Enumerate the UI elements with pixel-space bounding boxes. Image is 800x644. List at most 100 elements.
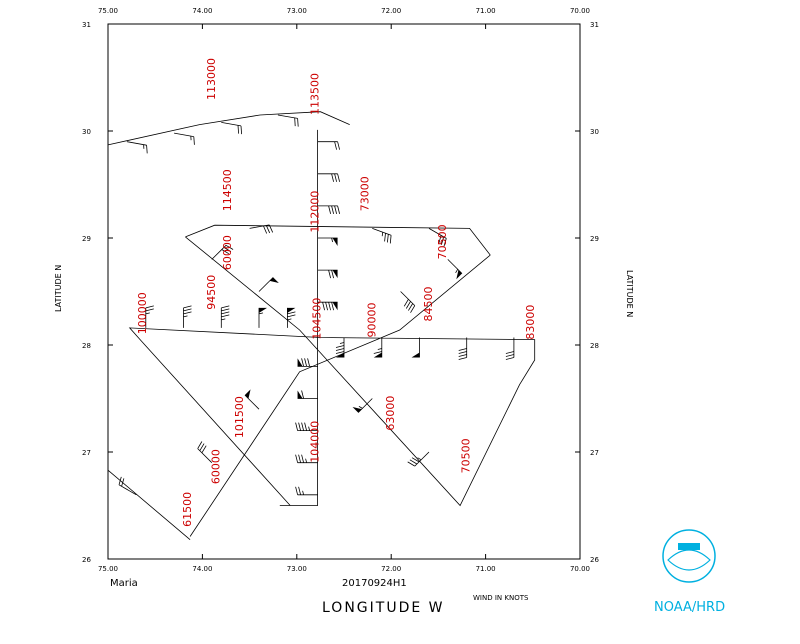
y-tick-label: 29 (82, 235, 91, 243)
x-tick-label: 70.00 (570, 7, 590, 15)
barb-staff (317, 237, 338, 243)
wind-barb (317, 173, 340, 182)
wind-barb (407, 451, 430, 467)
wind-barb (211, 244, 234, 260)
barb-flag (411, 352, 420, 358)
wind-barb (317, 269, 338, 279)
barb-staff (174, 132, 195, 145)
barb-flag (336, 352, 344, 358)
y-axis-label-right: LATITUDE N (625, 270, 634, 317)
wind-barb (258, 277, 279, 292)
x-tick-label: 72.00 (381, 7, 401, 15)
units-label: WIND IN KNOTS (473, 594, 529, 602)
barb-staff (118, 476, 137, 496)
x-tick-label: 70.00 (570, 565, 590, 573)
barb-flag (332, 270, 338, 279)
time-label: 114500 (221, 169, 234, 211)
y-tick-label: 29 (590, 235, 599, 243)
barb-staff (197, 441, 213, 463)
wind-barb (352, 398, 373, 413)
wind-barb (295, 454, 318, 464)
barb-staff (287, 307, 296, 328)
wind-barb (126, 141, 148, 154)
wind-barb (297, 390, 318, 399)
time-label: 63000 (384, 396, 397, 431)
barb-staff (220, 305, 230, 328)
wind-barb (447, 259, 463, 280)
barb-staff (373, 337, 383, 358)
barb-staff (295, 454, 318, 464)
wind-barb (220, 305, 230, 328)
time-label: 73000 (359, 176, 372, 211)
time-label: 90000 (365, 303, 378, 338)
noaa-logo (662, 529, 716, 583)
y-axis-label-left: LATITUDE N (54, 265, 63, 312)
time-label: 104500 (311, 298, 324, 340)
wind-barb (221, 122, 242, 135)
barb-staff (400, 291, 416, 313)
barb-staff (317, 173, 340, 182)
time-label: 101500 (233, 396, 246, 438)
wind-barb (373, 337, 383, 358)
barb-staff (317, 269, 338, 279)
barb-staff (183, 305, 192, 328)
wind-barb (428, 228, 447, 247)
wind-barb (295, 422, 318, 431)
wind-barb (335, 337, 345, 358)
y-tick-label: 26 (82, 556, 91, 564)
barb-staff (244, 394, 260, 410)
x-tick-label: 73.00 (287, 7, 307, 15)
barb-staff (258, 277, 274, 292)
y-tick-label: 30 (82, 128, 91, 136)
wind-barb (505, 337, 515, 360)
wind-barb (458, 337, 468, 360)
x-tick-label: 75.00 (98, 565, 118, 573)
barb-staff (145, 305, 154, 328)
barb-staff (317, 301, 338, 311)
time-label: 100000 (136, 292, 149, 334)
barb-flag (297, 390, 303, 399)
wind-barb (145, 305, 154, 328)
wind-barb (249, 224, 274, 234)
x-tick-label: 73.00 (287, 565, 307, 573)
barb-staff (372, 228, 392, 244)
wind-barb (174, 132, 195, 145)
time-label: 104000 (309, 421, 322, 463)
barb-flag (332, 302, 338, 311)
time-label: 70500 (460, 438, 473, 473)
wind-barb (372, 228, 392, 244)
barb-staff (458, 337, 468, 360)
wind-barb (317, 141, 340, 150)
barb-staff (317, 141, 340, 150)
x-tick-label: 72.00 (381, 565, 401, 573)
wind-barb (118, 476, 137, 496)
time-label: 113500 (309, 73, 322, 115)
barb-flag (297, 358, 303, 367)
time-label: 83000 (524, 305, 537, 340)
y-tick-label: 30 (590, 128, 599, 136)
wind-barb (317, 205, 340, 214)
wind-barb (317, 301, 338, 311)
x-tick-label: 71.00 (476, 7, 496, 15)
barb-staff (295, 486, 318, 496)
wind-barb (244, 389, 260, 410)
barb-staff (249, 224, 274, 234)
logo-bird (667, 549, 711, 571)
barb-staff (221, 122, 242, 135)
logo-bar (678, 543, 700, 550)
barb-staff (277, 114, 299, 127)
storm-name: Maria (110, 578, 138, 589)
time-label: 84500 (422, 287, 435, 322)
wind-barb (183, 305, 192, 328)
wind-barb (277, 114, 299, 127)
barb-flag (373, 352, 382, 358)
wind-barb (317, 237, 338, 246)
barb-staff (297, 390, 318, 399)
wind-barb (258, 307, 268, 328)
wind-barb (297, 358, 318, 367)
y-tick-label: 27 (82, 449, 91, 457)
time-label: 70500 (436, 224, 449, 259)
wind-barb (287, 307, 296, 328)
time-label: 60000 (221, 235, 234, 270)
